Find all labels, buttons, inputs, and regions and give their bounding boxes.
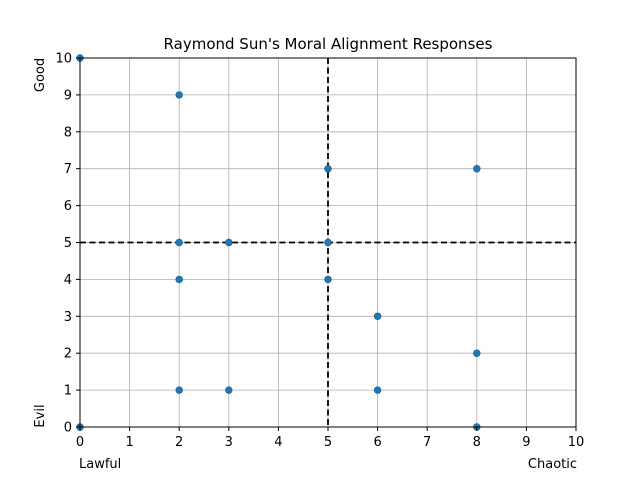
y-label-good: Good <box>33 58 48 92</box>
x-tick-labels: 0 1 2 3 4 5 6 7 8 9 10 <box>76 427 584 450</box>
x-tick-label-4: 4 <box>274 435 282 450</box>
x-label-chaotic: Chaotic <box>528 457 577 472</box>
y-label-evil: Evil <box>33 404 48 427</box>
y-tick-label-7: 7 <box>64 162 72 177</box>
x-tick-label-8: 8 <box>473 435 481 450</box>
data-point-12 <box>225 386 233 394</box>
chart-title: Raymond Sun's Moral Alignment Responses <box>164 35 493 53</box>
x-label-lawful: Lawful <box>79 457 121 472</box>
data-point-6 <box>324 238 332 247</box>
data-point-11 <box>175 386 183 394</box>
y-tick-label-4: 4 <box>64 273 72 288</box>
x-tick-label-3: 3 <box>225 435 233 450</box>
data-point-3 <box>473 165 481 173</box>
y-tick-label-2: 2 <box>64 347 72 362</box>
data-point-4 <box>175 238 183 247</box>
y-tick-label-9: 9 <box>64 88 72 103</box>
x-tick-label-2: 2 <box>175 435 183 450</box>
x-tick-label-7: 7 <box>423 435 431 450</box>
y-tick-label-6: 6 <box>64 199 72 214</box>
data-point-2 <box>324 165 332 173</box>
y-tick-label-3: 3 <box>64 310 72 325</box>
data-point-13 <box>373 386 382 394</box>
x-tick-label-5: 5 <box>324 435 332 450</box>
data-point-8 <box>324 275 332 284</box>
x-tick-label-9: 9 <box>522 435 530 450</box>
y-tick-label-10: 10 <box>55 52 72 67</box>
x-tick-label-1: 1 <box>125 435 133 450</box>
data-point-10 <box>473 349 481 357</box>
data-point-1 <box>175 91 183 99</box>
x-tick-label-10: 10 <box>568 435 585 450</box>
y-tick-label-5: 5 <box>64 236 72 251</box>
x-tick-label-0: 0 <box>76 435 84 450</box>
y-tick-label-0: 0 <box>64 421 72 436</box>
data-point-9 <box>373 312 382 320</box>
x-tick-label-6: 6 <box>373 435 381 450</box>
y-tick-label-8: 8 <box>64 125 72 140</box>
data-points <box>76 54 481 431</box>
y-tick-label-1: 1 <box>64 384 72 399</box>
y-tick-labels: 0 1 2 3 4 5 6 7 8 9 10 <box>55 52 80 436</box>
data-point-7 <box>175 275 183 284</box>
data-point-5 <box>225 238 233 247</box>
